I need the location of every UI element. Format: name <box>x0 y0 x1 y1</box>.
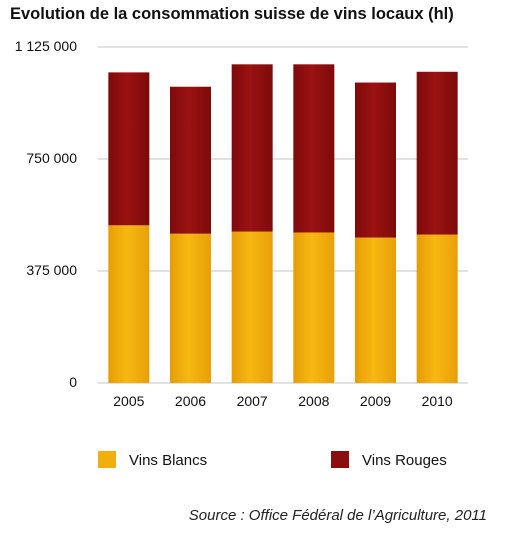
legend-swatch-vins-rouges <box>331 451 349 468</box>
x-tick-label: 2008 <box>298 393 329 409</box>
legend-swatch-vins-blancs <box>98 451 116 468</box>
y-tick-label: 0 <box>69 374 77 390</box>
bar-vins-blancs-2006 <box>170 233 211 383</box>
bar-vins-blancs-2009 <box>355 237 396 383</box>
bar-vins-blancs-2005 <box>108 225 150 383</box>
x-tick-label: 2006 <box>175 393 206 409</box>
x-tick-label: 2009 <box>360 393 391 409</box>
bar-vins-blancs-2007 <box>231 231 273 383</box>
legend-label-vins-rouges: Vins Rouges <box>362 452 447 469</box>
x-tick-label: 2007 <box>237 393 268 409</box>
bars <box>108 64 458 383</box>
legend-label-vins-blancs: Vins Blancs <box>129 452 207 469</box>
bar-vins-rouges-2007 <box>231 64 273 232</box>
y-tick-label: 375 000 <box>26 262 77 278</box>
x-tick-label: 2010 <box>422 393 453 409</box>
y-tick-label: 750 000 <box>26 150 77 166</box>
bar-vins-rouges-2006 <box>170 86 211 234</box>
source-note: Source : Office Fédéral de l’Agriculture… <box>189 507 487 524</box>
legend: Vins Blancs Vins Rouges <box>98 451 447 469</box>
bar-vins-rouges-2010 <box>416 71 458 235</box>
bar-vins-blancs-2010 <box>416 234 458 383</box>
y-tick-label: 1 125 000 <box>15 38 77 54</box>
bar-vins-rouges-2009 <box>355 82 396 238</box>
bar-vins-blancs-2008 <box>293 232 335 383</box>
grid <box>98 46 468 384</box>
chart-title: Evolution de la consommation suisse de v… <box>10 5 454 23</box>
y-axis: 0 375 000 750 000 1 125 000 <box>15 38 78 390</box>
x-axis: 2005 2006 2007 2008 2009 2010 <box>113 393 453 409</box>
bar-vins-rouges-2008 <box>293 64 335 233</box>
bar-vins-rouges-2005 <box>108 72 150 226</box>
x-tick-label: 2005 <box>113 393 144 409</box>
